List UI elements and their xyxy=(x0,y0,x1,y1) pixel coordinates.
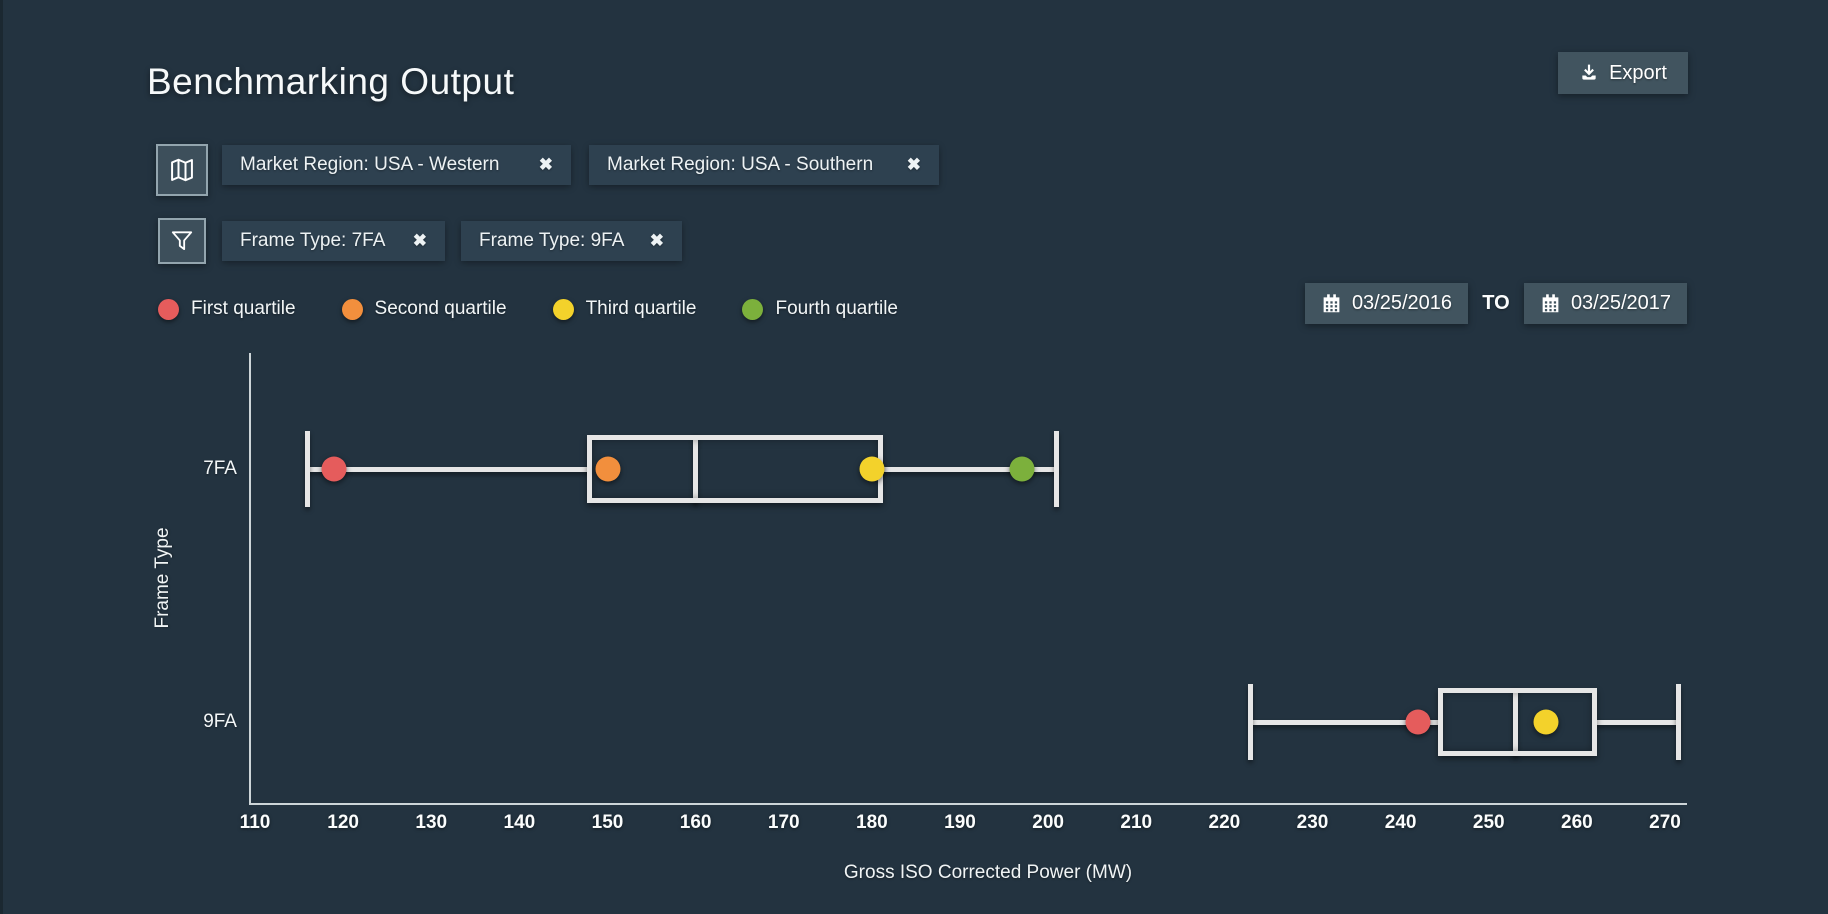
quartile-point[interactable] xyxy=(321,456,347,482)
legend-label: Second quartile xyxy=(374,298,507,319)
legend-item: Fourth quartile xyxy=(742,298,898,320)
close-icon[interactable]: ✖ xyxy=(538,155,553,174)
whisker-cap-low xyxy=(1248,684,1254,760)
start-date-button[interactable]: 03/25/2016 xyxy=(1305,283,1468,324)
whisker-line-low xyxy=(1250,719,1441,725)
legend-label: Third quartile xyxy=(585,298,697,319)
chip-label: Frame Type: 7FA xyxy=(240,230,386,251)
legend-item: First quartile xyxy=(158,298,296,320)
x-tick-label: 110 xyxy=(239,812,271,833)
x-tick-label: 240 xyxy=(1384,812,1417,833)
whisker-cap-low xyxy=(305,431,311,507)
y-category-label: 7FA xyxy=(203,458,237,479)
x-tick-label: 200 xyxy=(1032,812,1064,833)
legend-quartile-dot-icon xyxy=(158,298,179,320)
chip-label: Frame Type: 9FA xyxy=(479,230,625,251)
x-tick-label: 140 xyxy=(503,812,536,833)
chip-market-region-usa-western[interactable]: Market Region: USA - Western ✖ xyxy=(222,145,571,185)
x-tick-label: 190 xyxy=(944,812,976,833)
x-tick-label: 120 xyxy=(327,812,359,833)
download-icon xyxy=(1579,63,1599,83)
quartile-point[interactable] xyxy=(1009,456,1035,482)
map-filter-button[interactable] xyxy=(156,144,208,196)
x-tick-label: 210 xyxy=(1120,812,1153,833)
quartile-point[interactable] xyxy=(595,456,620,482)
end-date-value: 03/25/2017 xyxy=(1570,292,1672,314)
legend-quartile-dot-icon xyxy=(341,298,363,320)
map-icon xyxy=(168,156,196,184)
x-tick-label: 180 xyxy=(856,812,888,833)
close-icon[interactable]: ✖ xyxy=(412,231,427,250)
calendar-icon xyxy=(1321,293,1342,314)
page-title: Benchmarking Output xyxy=(147,60,515,102)
legend-item: Third quartile xyxy=(552,298,697,320)
x-tick-label: 220 xyxy=(1208,812,1241,833)
whisker-cap-high xyxy=(1054,431,1060,507)
end-date-button[interactable]: 03/25/2017 xyxy=(1524,283,1687,324)
window-edge xyxy=(0,0,3,914)
legend-item: Second quartile xyxy=(341,298,507,320)
quartile-box xyxy=(1437,688,1597,756)
median-line xyxy=(693,435,699,503)
quartile-point[interactable] xyxy=(1405,709,1431,735)
x-tick-label: 170 xyxy=(767,812,800,833)
chip-frame-type-7fa[interactable]: Frame Type: 7FA ✖ xyxy=(222,221,445,261)
export-label: Export xyxy=(1609,61,1667,84)
whisker-cap-high xyxy=(1675,684,1681,760)
legend: First quartile Second quartile Third quart… xyxy=(158,295,898,323)
quartile-point[interactable] xyxy=(1533,709,1559,735)
whisker-line-low xyxy=(307,466,590,472)
x-axis-line xyxy=(249,803,1687,805)
quartile-point[interactable] xyxy=(859,456,885,482)
frame-filter-button[interactable] xyxy=(158,218,206,264)
calendar-icon xyxy=(1540,293,1561,314)
x-axis-title: Gross ISO Corrected Power (MW) xyxy=(843,862,1133,883)
export-button[interactable]: Export xyxy=(1558,52,1688,94)
chip-label: Market Region: USA - Southern xyxy=(607,154,874,175)
legend-label: Fourth quartile xyxy=(775,298,898,319)
close-icon[interactable]: ✖ xyxy=(906,155,921,174)
legend-quartile-dot-icon xyxy=(552,298,574,320)
y-axis-title: Frame Type xyxy=(152,527,173,629)
close-icon[interactable]: ✖ xyxy=(649,231,664,250)
y-category-label: 9FA xyxy=(203,711,237,732)
x-tick-label: 230 xyxy=(1296,812,1329,833)
x-tick-label: 270 xyxy=(1649,812,1681,833)
whisker-line-high xyxy=(880,466,1057,472)
x-tick-label: 150 xyxy=(591,812,624,833)
x-tick-label: 160 xyxy=(679,812,712,833)
filter-icon xyxy=(169,228,195,254)
start-date-value: 03/25/2016 xyxy=(1351,292,1453,314)
x-tick-label: 260 xyxy=(1561,812,1593,833)
y-axis-line xyxy=(249,353,251,803)
date-range-separator: TO xyxy=(1482,292,1510,314)
legend-quartile-dot-icon xyxy=(742,298,764,320)
median-line xyxy=(1512,688,1518,756)
quartile-box xyxy=(587,435,884,503)
chip-market-region-usa-southern[interactable]: Market Region: USA - Southern ✖ xyxy=(589,145,939,185)
whisker-line-high xyxy=(1594,719,1679,725)
x-tick-label: 130 xyxy=(415,812,448,833)
chip-frame-type-9fa[interactable]: Frame Type: 9FA ✖ xyxy=(461,221,682,261)
x-tick-label: 250 xyxy=(1472,812,1505,833)
legend-label: First quartile xyxy=(191,298,296,319)
chip-label: Market Region: USA - Western xyxy=(240,154,500,175)
